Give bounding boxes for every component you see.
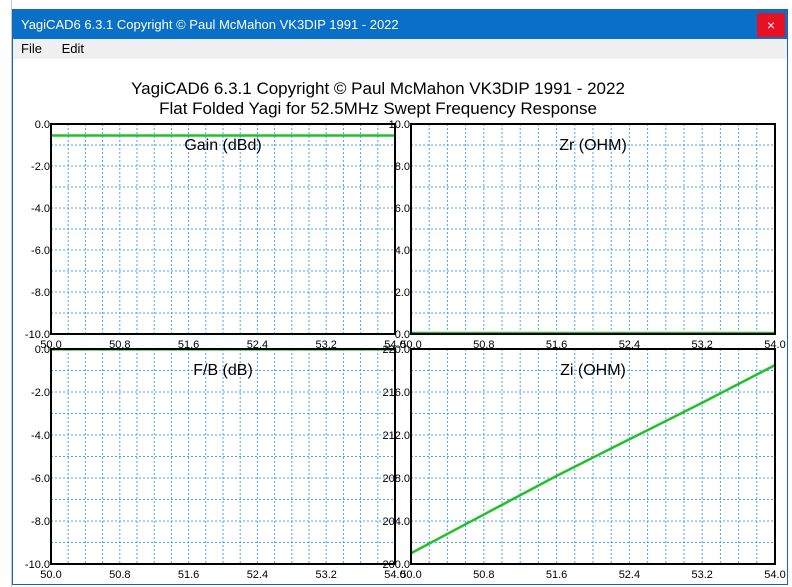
title-bar[interactable]: YagiCAD6 6.3.1 Copyright © Paul McMahon …: [13, 10, 787, 39]
y-tick-label: -4.0: [31, 203, 50, 215]
plot-frame: [50, 123, 396, 335]
y-tick-label: 0.0: [35, 344, 50, 356]
plot-frame: [410, 123, 776, 335]
y-tick-label: -2.0: [31, 387, 50, 399]
y-tick-label: -10.0: [25, 329, 50, 341]
y-tick-label: 208.0: [382, 473, 410, 485]
y-tick-label: 4.0: [395, 245, 410, 257]
y-tick-label: 8.0: [395, 161, 410, 173]
y-tick-label: 212.0: [382, 430, 410, 442]
background-window-edge: [0, 0, 12, 587]
chart-panel-2: F/B (dB) 0.0 -2.0 -4.0 -6.0 -8.0 -10.050.0 50.8…: [25, 344, 406, 581]
x-tick-label: 50.0: [40, 569, 61, 581]
close-icon: ×: [766, 17, 776, 33]
chart-panel-3: Zi (OHM)220.0216.0212.0208.0204.0200.050…: [382, 344, 785, 581]
plot-frame: [50, 348, 396, 565]
chart-title: Gain (dBd): [184, 137, 261, 154]
series-line-3: [410, 364, 776, 555]
x-tick-label: 54.0: [384, 569, 405, 581]
y-tick-label: -4.0: [31, 430, 50, 442]
plot-frame: [410, 348, 776, 565]
x-tick-label: 53.2: [691, 569, 712, 581]
chart-panel-1: Zr (OHM)10.08.06.04.02.00.050.0 50.8 51.6 5…: [389, 119, 786, 351]
y-tick-label: 204.0: [382, 516, 410, 528]
y-tick-label: 6.0: [395, 203, 410, 215]
x-tick-label: 50.8: [109, 569, 130, 581]
y-tick-label: 10.0: [389, 119, 410, 131]
y-tick-label: -6.0: [31, 245, 50, 257]
menu-file[interactable]: File: [21, 41, 42, 56]
chart-title: Zr (OHM): [559, 137, 627, 154]
y-tick-label: -8.0: [31, 516, 50, 528]
y-tick-label: -8.0: [31, 287, 50, 299]
menu-edit[interactable]: Edit: [61, 41, 84, 56]
chart-title: F/B (dB): [193, 362, 253, 379]
x-tick-label: 51.6: [546, 569, 567, 581]
y-tick-label: 0.0: [395, 329, 410, 341]
header-subtitle: Flat Folded Yagi for 52.5MHz Swept Frequ…: [159, 99, 597, 118]
y-tick-label: 0.0: [35, 119, 50, 131]
chart-title: Zi (OHM): [560, 362, 626, 379]
x-tick-label: 54.0: [764, 569, 785, 581]
y-tick-label: -6.0: [31, 473, 50, 485]
plot-area: YagiCAD6 6.3.1 Copyright © Paul McMahon …: [25, 79, 786, 581]
x-tick-label: 52.4: [619, 569, 640, 581]
charts-group: Gain (dBd)0.0-2.0-4.0-6.0-8.0-10.050.0 50…: [25, 119, 786, 581]
header-title: YagiCAD6 6.3.1 Copyright © Paul McMahon …: [131, 79, 625, 98]
app-window: YagiCAD6 6.3.1 Copyright © Paul McMahon …: [12, 9, 788, 585]
chart-panel-0: Gain (dBd)0.0-2.0-4.0-6.0-8.0-10.050.0 50…: [25, 119, 406, 351]
x-tick-label: 50.8: [473, 569, 494, 581]
x-tick-label: 52.4: [247, 569, 268, 581]
y-tick-label: 2.0: [395, 287, 410, 299]
close-button[interactable]: ×: [757, 13, 785, 37]
menu-bar: File Edit: [13, 39, 787, 59]
y-tick-label: 216.0: [382, 387, 410, 399]
y-tick-label: 200.0: [382, 559, 410, 571]
y-tick-label: -2.0: [31, 161, 50, 173]
y-tick-label: 220.0: [382, 344, 410, 356]
x-tick-label: 50.0: [400, 569, 421, 581]
x-tick-label: 53.2: [315, 569, 336, 581]
y-tick-label: -10.0: [25, 559, 50, 571]
x-tick-label: 51.6: [178, 569, 199, 581]
window-title: YagiCAD6 6.3.1 Copyright © Paul McMahon …: [21, 17, 399, 32]
